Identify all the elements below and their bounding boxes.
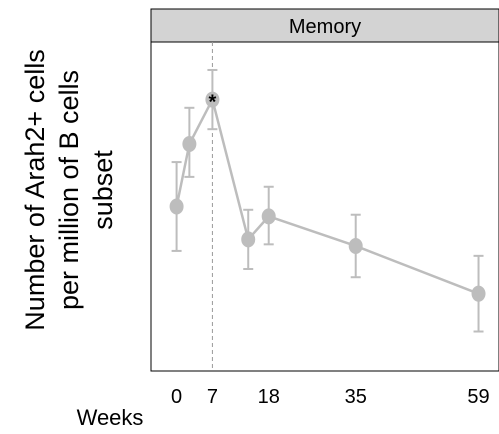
facet-strip — [150, 8, 499, 43]
x-tick-label: 18 — [258, 386, 280, 408]
x-tick-label: 59 — [467, 386, 489, 408]
data-point — [182, 135, 197, 152]
data-point — [348, 237, 363, 254]
x-tick-label: 35 — [345, 386, 367, 408]
annotation-layer: * — [209, 92, 217, 114]
y-axis-title-line-2: per million of B cells — [54, 70, 84, 310]
y-axis-title-line-1: Number of Arah2+ cells — [20, 49, 50, 330]
x-tick-label: 7 — [207, 386, 218, 408]
x-tick-label: 0 — [171, 386, 182, 408]
facet-title: Memory — [289, 16, 361, 38]
y-axis-title: Number of Arah2+ cells per million of B … — [20, 49, 118, 330]
x-axis-title: Weeks — [77, 405, 144, 430]
y-axis-title-line-3: subset — [88, 150, 118, 230]
plot-panel — [150, 41, 499, 372]
data-point — [169, 198, 184, 215]
x-tick-labels: 0 7 18 35 59 — [171, 386, 490, 408]
data-points — [169, 91, 486, 302]
data-point — [241, 231, 256, 248]
significance-star: * — [209, 92, 217, 114]
data-point — [205, 91, 220, 108]
data-point — [471, 285, 486, 302]
data-point — [261, 208, 276, 225]
